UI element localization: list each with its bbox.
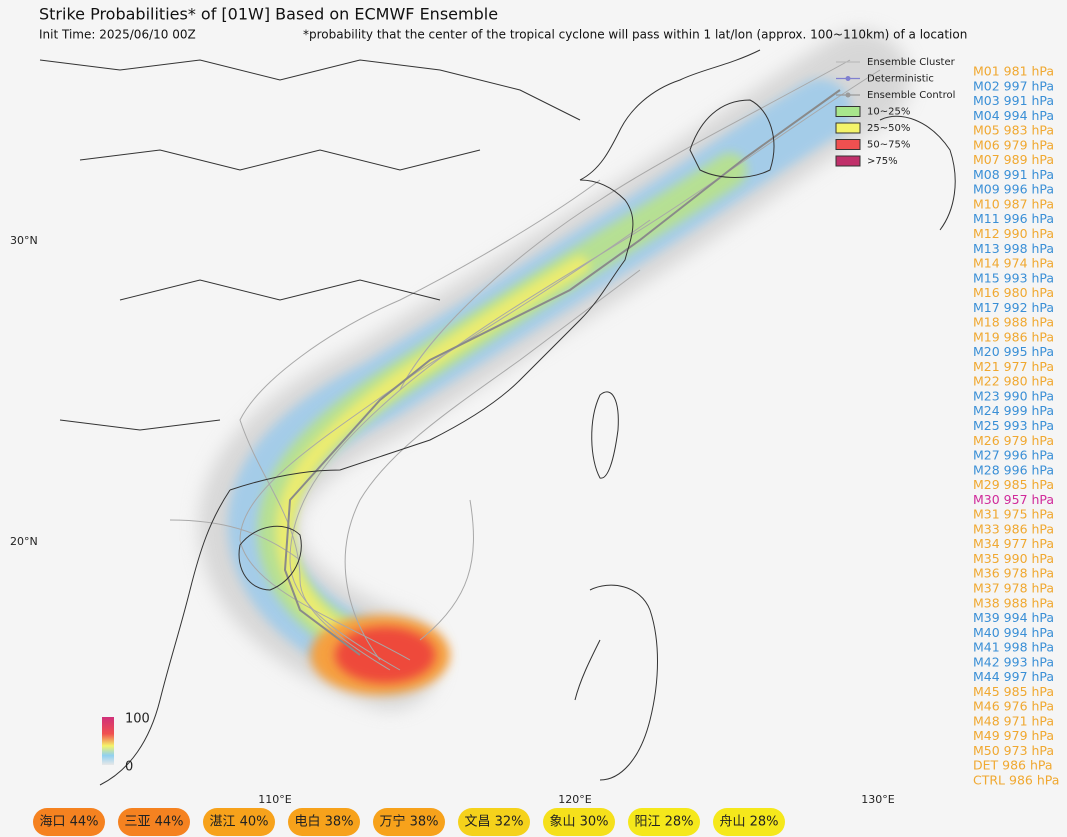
title: Strike Probabilities* of [01W] Based on … bbox=[39, 5, 498, 24]
init-time: Init Time: 2025/06/10 00Z bbox=[39, 28, 196, 42]
location-label: 文昌 32% bbox=[464, 815, 523, 830]
legend-swatch bbox=[835, 122, 861, 134]
legend-swatch bbox=[835, 155, 861, 167]
note: *probability that the center of the trop… bbox=[303, 28, 967, 42]
member-pressure: M45 985 hPa bbox=[973, 684, 1054, 699]
location-badge bbox=[628, 808, 700, 836]
member-pressure: M04 994 hPa bbox=[973, 108, 1054, 123]
location-label: 三亚 44% bbox=[124, 815, 183, 830]
location-label: 象山 30% bbox=[549, 815, 608, 830]
member-pressure: M30 957 hPa bbox=[973, 492, 1054, 507]
member-pressure: M16 980 hPa bbox=[973, 285, 1054, 300]
colorbar-max: 100 bbox=[125, 712, 150, 727]
lon-label: 110°E bbox=[258, 793, 291, 806]
location-badge bbox=[118, 808, 190, 836]
member-pressure: M18 988 hPa bbox=[973, 315, 1054, 330]
member-pressure: M26 979 hPa bbox=[973, 433, 1054, 448]
legend-label: Ensemble Cluster bbox=[867, 57, 956, 68]
member-pressure: M38 988 hPa bbox=[973, 595, 1054, 610]
member-pressure: M46 976 hPa bbox=[973, 699, 1054, 714]
location-label: 湛江 40% bbox=[209, 815, 268, 830]
member-pressure: M02 997 hPa bbox=[973, 78, 1054, 93]
location-badge bbox=[203, 808, 275, 836]
lat-label: 30°N bbox=[10, 234, 38, 247]
legend-label: 50~75% bbox=[867, 140, 910, 151]
member-pressure: M01 981 hPa bbox=[973, 64, 1054, 79]
member-pressure: M24 999 hPa bbox=[973, 403, 1054, 418]
member-pressure: M09 996 hPa bbox=[973, 182, 1054, 197]
member-pressure: M25 993 hPa bbox=[973, 418, 1054, 433]
member-pressure: M39 994 hPa bbox=[973, 610, 1054, 625]
legend-swatch bbox=[835, 106, 861, 117]
member-pressure: M12 990 hPa bbox=[973, 226, 1054, 241]
member-pressure: M36 978 hPa bbox=[973, 566, 1054, 581]
location-label: 电白 38% bbox=[294, 814, 353, 830]
member-pressure: M41 998 hPa bbox=[973, 640, 1054, 655]
location-badge bbox=[713, 808, 785, 836]
legend-label: Deterministic bbox=[867, 74, 934, 85]
member-pressure: M19 986 hPa bbox=[973, 329, 1054, 344]
member-pressure: M49 979 hPa bbox=[973, 728, 1054, 743]
member-pressure: M11 996 hPa bbox=[973, 211, 1054, 226]
legend-label: Ensemble Control bbox=[867, 90, 955, 101]
member-pressure: M29 985 hPa bbox=[973, 477, 1054, 492]
location-badges: 海口 44% 三亚 44% 湛江 40% 电白 38% 万宁 38% 文昌 32% 象山 3… bbox=[33, 808, 785, 836]
member-pressure: M27 996 hPa bbox=[973, 448, 1054, 463]
member-pressure: CTRL 986 hPa bbox=[973, 773, 1059, 788]
member-pressure: M33 986 hPa bbox=[973, 521, 1054, 536]
member-pressure: M31 975 hPa bbox=[973, 507, 1054, 522]
member-pressure: M35 990 hPa bbox=[973, 551, 1054, 566]
lat-label: 20°N bbox=[10, 535, 38, 548]
location-badge bbox=[543, 808, 615, 836]
colorbar bbox=[102, 717, 114, 765]
legend-label: 25~50% bbox=[867, 123, 910, 134]
legend-swatch bbox=[835, 139, 861, 150]
legend-marker bbox=[845, 76, 851, 81]
member-pressure: M21 977 hPa bbox=[973, 359, 1054, 374]
member-pressure: M14 974 hPa bbox=[973, 256, 1054, 271]
member-pressure: M28 996 hPa bbox=[973, 462, 1054, 477]
member-pressure: M08 991 hPa bbox=[973, 167, 1054, 182]
member-pressure: M22 980 hPa bbox=[973, 374, 1054, 389]
member-pressure: M20 995 hPa bbox=[973, 344, 1054, 359]
lon-label: 130°E bbox=[861, 793, 894, 806]
location-badge bbox=[288, 808, 360, 836]
member-pressure: DET 986 hPa bbox=[973, 758, 1053, 773]
member-pressure: M17 992 hPa bbox=[973, 300, 1054, 315]
member-pressure: M03 991 hPa bbox=[973, 93, 1054, 108]
location-label: 阳江 28% bbox=[634, 815, 693, 830]
location-badge bbox=[458, 808, 530, 836]
location-label: 万宁 38% bbox=[379, 814, 438, 830]
member-pressure: M42 993 hPa bbox=[973, 654, 1054, 669]
legend: Ensemble Cluster Deterministic Ensemble Co… bbox=[835, 57, 956, 167]
member-pressure: M50 973 hPa bbox=[973, 743, 1054, 758]
member-pressure: M15 993 hPa bbox=[973, 270, 1054, 285]
member-pressure: M10 987 hPa bbox=[973, 196, 1054, 211]
legend-label: >75% bbox=[867, 156, 898, 167]
control-track bbox=[283, 89, 841, 656]
legend-label: 10~25% bbox=[867, 107, 910, 118]
location-badge bbox=[33, 808, 105, 836]
member-pressure: M13 998 hPa bbox=[973, 241, 1054, 256]
colorbar-min: 0 bbox=[125, 760, 133, 775]
land-outlines bbox=[39, 49, 956, 786]
member-pressure: M40 994 hPa bbox=[973, 625, 1054, 640]
location-badge bbox=[373, 808, 445, 836]
member-pressure: M37 978 hPa bbox=[973, 580, 1054, 595]
location-label: 舟山 28% bbox=[719, 815, 778, 830]
lon-label: 120°E bbox=[558, 793, 591, 806]
legend-marker bbox=[845, 92, 851, 98]
member-pressure: M06 979 hPa bbox=[973, 137, 1054, 152]
member-pressure: M48 971 hPa bbox=[973, 713, 1054, 728]
member-pressure: M44 997 hPa bbox=[973, 669, 1054, 684]
member-pressure: M05 983 hPa bbox=[973, 123, 1054, 138]
member-pressure: M23 990 hPa bbox=[973, 388, 1054, 403]
location-label: 海口 44% bbox=[39, 815, 98, 830]
member-pressure: M07 989 hPa bbox=[973, 152, 1054, 167]
member-pressure: M34 977 hPa bbox=[973, 536, 1054, 551]
